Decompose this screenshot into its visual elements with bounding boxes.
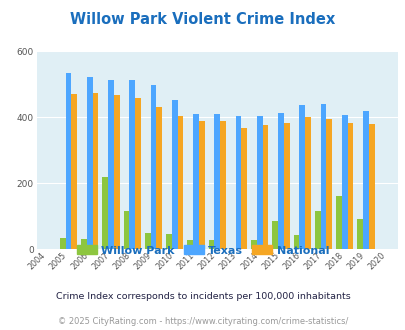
Bar <box>356 219 362 249</box>
Bar <box>283 123 289 249</box>
Bar <box>214 114 220 249</box>
Bar <box>277 113 283 249</box>
Bar <box>241 128 247 249</box>
Bar <box>113 95 119 249</box>
Text: Crime Index corresponds to incidents per 100,000 inhabitants: Crime Index corresponds to incidents per… <box>55 292 350 301</box>
Bar <box>150 85 156 249</box>
Bar <box>198 121 204 249</box>
Bar <box>293 235 298 249</box>
Bar <box>81 239 87 249</box>
Bar <box>108 80 113 249</box>
Bar <box>262 125 268 249</box>
Bar <box>251 240 256 249</box>
Bar <box>71 94 77 249</box>
Bar <box>193 114 198 249</box>
Bar <box>368 124 374 249</box>
Bar <box>171 100 177 249</box>
Bar <box>156 107 162 249</box>
Bar <box>235 116 241 249</box>
Bar <box>326 119 331 249</box>
Legend: Willow Park, Texas, National: Willow Park, Texas, National <box>72 241 333 260</box>
Bar <box>102 177 108 249</box>
Bar <box>335 196 341 249</box>
Text: Willow Park Violent Crime Index: Willow Park Violent Crime Index <box>70 12 335 26</box>
Bar <box>341 115 347 249</box>
Bar <box>123 211 129 249</box>
Bar <box>298 105 304 249</box>
Bar <box>87 77 92 249</box>
Bar <box>129 80 135 249</box>
Bar <box>177 116 183 249</box>
Bar <box>65 73 71 249</box>
Bar <box>304 117 310 249</box>
Bar <box>347 123 352 249</box>
Bar <box>92 93 98 249</box>
Text: © 2025 CityRating.com - https://www.cityrating.com/crime-statistics/: © 2025 CityRating.com - https://www.city… <box>58 317 347 326</box>
Bar <box>314 211 320 249</box>
Bar <box>256 115 262 249</box>
Bar <box>208 240 214 249</box>
Bar <box>220 121 225 249</box>
Bar <box>145 233 150 249</box>
Bar <box>166 234 171 249</box>
Bar <box>135 98 141 249</box>
Bar <box>362 111 368 249</box>
Bar <box>320 104 326 249</box>
Bar <box>60 238 65 249</box>
Bar <box>272 221 277 249</box>
Bar <box>187 240 193 249</box>
